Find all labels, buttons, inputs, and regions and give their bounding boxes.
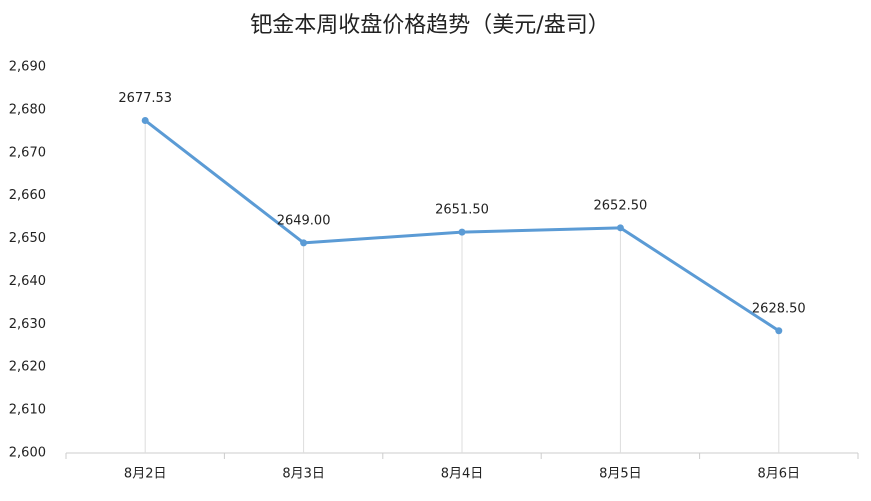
value-label: 2677.53 <box>118 91 172 106</box>
y-tick-label: 2,670 <box>9 145 46 160</box>
point <box>458 228 466 236</box>
y-tick-label: 2,620 <box>9 360 46 375</box>
point <box>300 239 308 247</box>
y-tick-label: 2,660 <box>9 188 46 203</box>
y-tick-label: 2,680 <box>9 102 46 117</box>
x-tick-label: 8月3日 <box>282 467 325 482</box>
value-label: 2628.50 <box>752 301 806 316</box>
x-tick-label: 8月4日 <box>441 467 484 482</box>
y-tick-label: 2,610 <box>9 403 46 418</box>
chart-title: 钯金本周收盘价格趋势（美元/盎司） <box>250 13 609 38</box>
y-tick-label: 2,600 <box>9 446 46 461</box>
y-tick-label: 2,690 <box>9 60 46 75</box>
value-label: 2649.00 <box>277 213 331 228</box>
value-label: 2651.50 <box>435 203 489 218</box>
point <box>141 116 149 124</box>
x-tick-label: 8月2日 <box>124 467 167 482</box>
x-tick-label: 8月6日 <box>758 467 801 482</box>
y-tick-label: 2,630 <box>9 317 46 332</box>
point <box>775 327 783 335</box>
y-tick-label: 2,650 <box>9 231 46 246</box>
x-tick-label: 8月5日 <box>599 467 642 482</box>
y-tick-label: 2,640 <box>9 274 46 289</box>
point <box>616 224 624 232</box>
value-label: 2652.50 <box>594 198 648 213</box>
